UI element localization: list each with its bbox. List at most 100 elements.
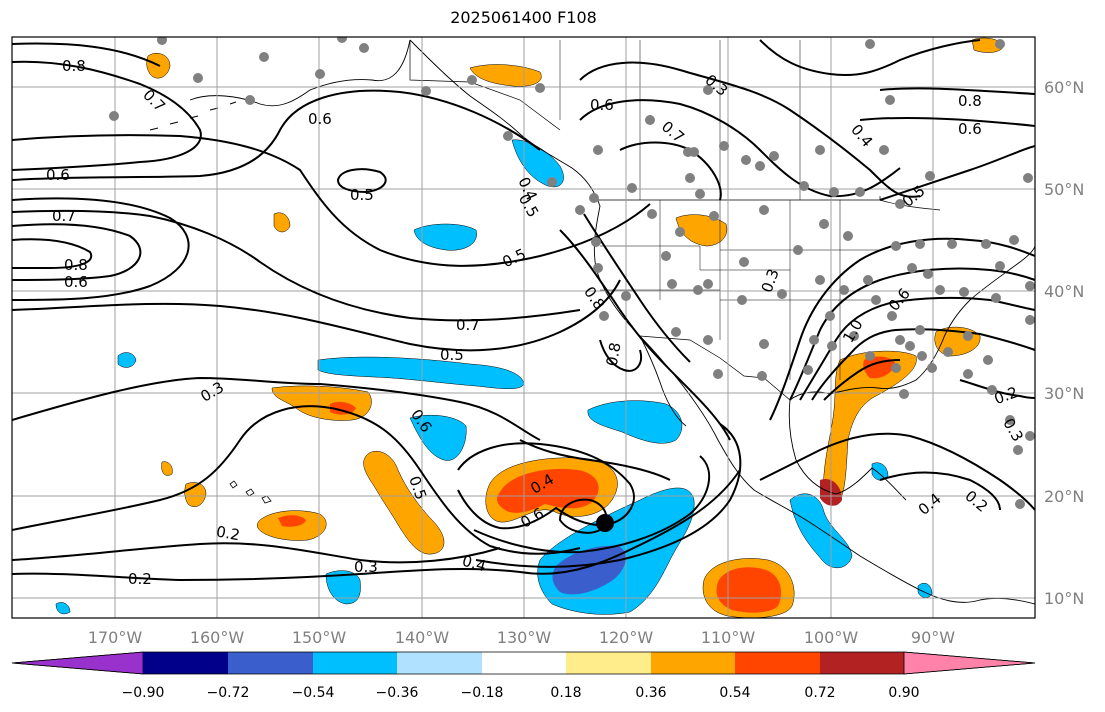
station-marker (759, 339, 769, 349)
station-marker (703, 335, 713, 345)
station-marker (675, 227, 685, 237)
colorbar-tick-label: 0.90 (888, 685, 919, 701)
contour-label: 0.8 (62, 57, 86, 75)
graticule (12, 37, 1035, 618)
station-marker (259, 52, 269, 62)
station-marker (829, 187, 839, 197)
station-marker (627, 183, 637, 193)
colorbar-outline (11, 651, 1036, 675)
contour-line (558, 498, 608, 534)
contour-label: 0.3 (701, 71, 731, 100)
contour-label: 0.7 (139, 86, 169, 116)
contour-label: 0.2 (992, 383, 1021, 408)
station-marker (935, 285, 945, 295)
contour-line (12, 60, 202, 171)
station-marker (109, 111, 119, 121)
colorbar-segment (143, 652, 228, 674)
station-marker (703, 279, 713, 289)
station-marker (927, 363, 937, 373)
anomaly-positive (675, 214, 728, 247)
anomaly-negative (789, 493, 853, 568)
longitude-label: 130°W (497, 628, 552, 647)
longitude-label: 140°W (395, 628, 450, 647)
station-marker (1005, 415, 1015, 425)
station-marker (467, 75, 477, 85)
anomaly-positive-strong (330, 401, 356, 415)
station-marker (575, 205, 585, 215)
islands-hawaii (229, 480, 272, 504)
station-marker (849, 331, 859, 341)
station-marker (1015, 499, 1025, 509)
anomaly-negative (117, 352, 137, 368)
longitude-label: 170°W (88, 628, 143, 647)
contour-line (12, 223, 142, 281)
station-marker (661, 251, 671, 261)
contour-label: 0.5 (440, 346, 464, 364)
station-marker (917, 351, 927, 361)
colorbar-tick-label: −0.90 (122, 685, 165, 701)
colorbar: −0.90 −0.72 −0.54 −0.36 −0.18 0.18 0.36 … (11, 651, 1036, 701)
contour-line (811, 328, 1035, 401)
station-marker (863, 275, 873, 285)
contour-line (759, 432, 1035, 511)
station-marker (645, 115, 655, 125)
anomaly-negative-strong (552, 545, 626, 595)
station-marker (843, 231, 853, 241)
anomaly-negative (55, 602, 71, 615)
colorbar-tick-label: 0.18 (550, 685, 581, 701)
station-markers (109, 37, 1035, 509)
longitude-label: 120°W (599, 628, 654, 647)
contour-line (475, 423, 742, 568)
station-marker (991, 293, 1001, 303)
station-marker (713, 369, 723, 379)
longitude-label: 100°W (804, 628, 859, 647)
station-marker (1025, 431, 1035, 441)
contour-label: 0.6 (64, 273, 88, 291)
station-marker (947, 239, 957, 249)
colorbar-segment (482, 652, 566, 674)
station-marker (759, 205, 769, 215)
contour-line (12, 42, 161, 67)
contour-label: 0.3 (354, 558, 378, 576)
station-marker (995, 261, 1005, 271)
contour-label: 0.4 (460, 552, 488, 576)
contour-line (12, 134, 651, 267)
contour-line (12, 238, 93, 269)
station-marker (671, 327, 681, 337)
station-marker (803, 365, 813, 375)
colorbar-tick-label: −0.36 (376, 685, 419, 701)
contour-line (859, 117, 1035, 127)
station-marker (359, 43, 369, 53)
station-marker (915, 325, 925, 335)
coastline-alaska (189, 39, 411, 107)
station-marker (547, 177, 557, 187)
station-marker (871, 295, 881, 305)
contour-label: 0.2 (215, 522, 242, 544)
station-marker (793, 245, 803, 255)
contour-line (579, 99, 901, 198)
station-marker (887, 311, 897, 321)
station-marker (719, 141, 729, 151)
colorbar-segment (651, 652, 735, 674)
colorbar-segment (566, 652, 651, 674)
contour-line (579, 61, 921, 198)
contour-label: 0.3 (999, 415, 1027, 445)
station-marker (693, 285, 703, 295)
contour-line (473, 455, 710, 554)
contour-label: 0.8 (958, 92, 982, 110)
contour-label: 0.6 (308, 110, 332, 128)
station-marker (827, 341, 837, 351)
station-marker (739, 257, 749, 267)
station-marker (421, 86, 431, 96)
contour-line (12, 197, 190, 301)
station-marker (983, 355, 993, 365)
contour-line (823, 359, 901, 401)
station-marker (709, 211, 719, 221)
colorbar-tick-label: −0.54 (292, 685, 335, 701)
station-marker (905, 341, 915, 351)
anomaly-negative (317, 356, 525, 389)
station-marker (981, 239, 991, 249)
station-marker (855, 187, 865, 197)
colorbar-segment (735, 652, 820, 674)
station-marker (923, 269, 933, 279)
